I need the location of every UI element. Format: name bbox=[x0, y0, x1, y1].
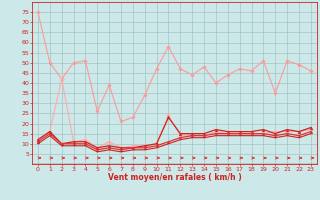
X-axis label: Vent moyen/en rafales ( km/h ): Vent moyen/en rafales ( km/h ) bbox=[108, 173, 241, 182]
